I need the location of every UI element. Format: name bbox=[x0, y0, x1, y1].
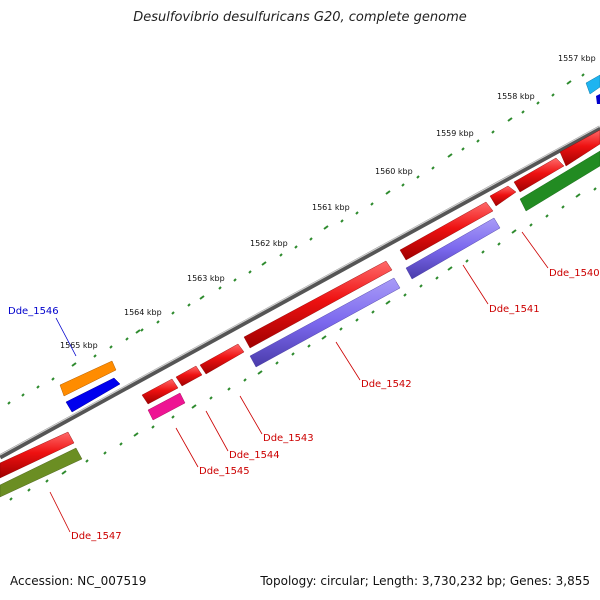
gene-dde-1546-upper[interactable] bbox=[59, 360, 117, 397]
kbp-label: 1562 kbp bbox=[250, 239, 288, 248]
forward-strand-genes bbox=[59, 74, 600, 397]
outer-tick-marks bbox=[7, 73, 585, 405]
gene-green-right[interactable] bbox=[519, 150, 600, 212]
gene-arrows-red bbox=[0, 129, 600, 479]
gene-dde-1542-red[interactable] bbox=[243, 260, 393, 349]
gene-olive[interactable] bbox=[0, 447, 83, 498]
gene-cyan[interactable] bbox=[585, 74, 600, 95]
kbp-scale-labels: 1557 kbp 1558 kbp 1559 kbp 1560 kbp 1561… bbox=[60, 54, 596, 350]
gene-label-dde-1543[interactable]: Dde_1543 bbox=[263, 433, 314, 444]
gene-label-dde-1541[interactable]: Dde_1541 bbox=[489, 304, 540, 315]
kbp-label: 1558 kbp bbox=[497, 92, 535, 101]
gene-blue-top-right[interactable] bbox=[596, 94, 600, 104]
gene-label-dde-1540[interactable]: Dde_1540 bbox=[549, 268, 600, 279]
gene-dde-1543[interactable] bbox=[199, 343, 245, 375]
gene-dde-1547[interactable] bbox=[0, 431, 75, 479]
kbp-label: 1564 kbp bbox=[124, 308, 162, 317]
kbp-label: 1563 kbp bbox=[187, 274, 225, 283]
gene-dde-1545[interactable] bbox=[147, 392, 186, 421]
genome-summary-text: Topology: circular; Length: 3,730,232 bp… bbox=[260, 574, 590, 588]
gene-dde-1540-red[interactable] bbox=[513, 157, 565, 193]
kbp-label: 1565 kbp bbox=[60, 341, 98, 350]
map-title: Desulfovibrio desulfuricans G20, complet… bbox=[133, 10, 467, 25]
kbp-label: 1560 kbp bbox=[375, 167, 413, 176]
gene-label-dde-1542[interactable]: Dde_1542 bbox=[361, 379, 412, 390]
kbp-label: 1559 kbp bbox=[436, 129, 474, 138]
kbp-label: 1557 kbp bbox=[558, 54, 596, 63]
accession-text: Accession: NC_007519 bbox=[10, 574, 147, 588]
dde-1546-leader bbox=[55, 317, 77, 357]
label-leader-lines bbox=[49, 231, 549, 533]
gene-label-dde-1545[interactable]: Dde_1545 bbox=[199, 466, 250, 477]
gene-dde-1541[interactable] bbox=[405, 217, 501, 280]
gene-dde-1546[interactable] bbox=[65, 377, 121, 413]
gene-dde-1541-red[interactable] bbox=[399, 201, 494, 261]
gene-red-far-right[interactable] bbox=[559, 129, 600, 167]
gene-arrows-inner bbox=[0, 150, 600, 498]
gene-label-dde-1547[interactable]: Dde_1547 bbox=[71, 531, 122, 542]
gene-dde-1542[interactable] bbox=[249, 277, 401, 368]
genome-backbone bbox=[0, 125, 600, 460]
gene-label-dde-1544[interactable]: Dde_1544 bbox=[229, 450, 280, 461]
gene-dde-1545-red[interactable] bbox=[141, 378, 179, 405]
inner-tick-marks bbox=[9, 187, 597, 501]
kbp-label: 1561 kbp bbox=[312, 203, 350, 212]
gene-red-small-right[interactable] bbox=[489, 185, 517, 207]
gene-label-dde-1546[interactable]: Dde_1546 bbox=[8, 306, 59, 317]
gene-dde-1544[interactable] bbox=[175, 365, 203, 387]
